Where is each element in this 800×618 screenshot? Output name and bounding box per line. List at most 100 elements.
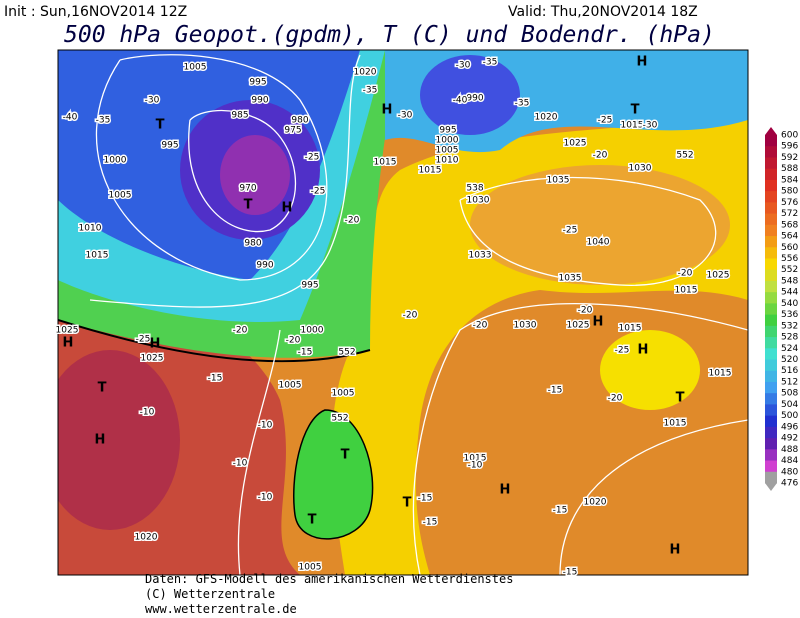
contour-label: 1025	[564, 139, 587, 149]
colorbar-swatch	[765, 404, 777, 417]
colorbar-swatch	[765, 224, 777, 237]
colorbar-label: 580	[781, 187, 798, 197]
contour-label: -15	[298, 348, 313, 358]
colorbar-swatch	[765, 314, 777, 327]
colorbar-swatch	[765, 179, 777, 192]
pressure-center: T	[403, 496, 412, 511]
contour-label: 1020	[584, 498, 607, 508]
contour-label: -15	[548, 386, 563, 396]
contour-label: -15	[423, 518, 438, 528]
contour-label: -35	[363, 86, 378, 96]
contour-label: -30	[145, 96, 160, 106]
colorbar-label: 512	[781, 377, 798, 387]
colorbar-swatch	[765, 269, 777, 282]
pressure-center: T	[631, 103, 640, 118]
contour-label: -15	[208, 374, 223, 384]
colorbar-tip	[765, 127, 777, 135]
footer-line: www.wetterzentrale.de	[145, 602, 297, 616]
pressure-center: H	[637, 55, 648, 70]
contour-label: 1025	[707, 271, 730, 281]
colorbar-label: 532	[781, 321, 798, 331]
contour-label: -25	[615, 346, 630, 356]
colorbar-label: 584	[781, 175, 798, 185]
contour-label: -15	[553, 506, 568, 516]
pressure-center: T	[156, 118, 165, 133]
contour-label: -40	[453, 96, 468, 106]
pressure-center: H	[500, 483, 511, 498]
contour-label: -25	[136, 335, 151, 345]
colorbar-label: 536	[781, 310, 798, 320]
contour-label: -10	[258, 493, 273, 503]
contour-label: 552	[676, 151, 693, 161]
contour-label: -15	[418, 494, 433, 504]
pressure-center: H	[638, 343, 649, 358]
contour-label: 1033	[469, 251, 492, 261]
contour-label: 1015	[619, 324, 642, 334]
contour-label: 985	[231, 111, 248, 121]
contour-label: 1005	[436, 146, 459, 156]
colorbar-label: 540	[781, 299, 798, 309]
contour-label: 1025	[56, 326, 79, 336]
pressure-center: H	[95, 433, 106, 448]
contour-label: 1015	[374, 158, 397, 168]
colorbar-label: 484	[781, 456, 798, 466]
colorbar-swatch	[765, 370, 777, 383]
contour-label: -25	[598, 116, 613, 126]
footer-line: (C) Wetterzentrale	[145, 587, 275, 601]
contour-label: -20	[593, 151, 608, 161]
colorbar-label: 488	[781, 445, 798, 455]
pressure-center: H	[63, 336, 74, 351]
contour-label: -20	[403, 311, 418, 321]
colorbar-swatch	[765, 348, 777, 361]
pressure-center: T	[676, 391, 685, 406]
colorbar-swatch	[765, 393, 777, 405]
contour-label: -10	[258, 421, 273, 431]
colorbar-swatch	[765, 280, 777, 293]
colorbar-swatch	[765, 202, 777, 215]
colorbar-swatch	[765, 247, 777, 259]
contour-label: 1025	[141, 354, 164, 364]
colorbar-label: 572	[781, 209, 798, 219]
colorbar-swatch	[765, 426, 777, 439]
pressure-center: H	[670, 543, 681, 558]
colorbar-tip	[765, 483, 777, 491]
contour-label: -30	[643, 121, 658, 131]
colorbar-swatch	[765, 236, 777, 248]
contour-label: 1010	[79, 224, 102, 234]
colorbar-label: 552	[781, 265, 798, 275]
contour-label: 995	[301, 281, 318, 291]
colorbar-swatch	[765, 337, 777, 349]
colorbar-swatch	[765, 449, 777, 462]
colorbar-label: 496	[781, 422, 798, 432]
contour-label: 1030	[467, 196, 490, 206]
contour-label: -25	[563, 226, 578, 236]
contour-label: 970	[239, 184, 256, 194]
colorbar-swatch	[765, 191, 777, 203]
contour-label: 1015	[419, 166, 442, 176]
colorbar-label: 492	[781, 434, 798, 444]
footer-line: Daten: GFS-Modell des amerikanischen Wet…	[145, 572, 513, 586]
contour-label: 1015	[86, 251, 109, 261]
contour-label: 552	[338, 348, 355, 358]
contour-label: 1025	[567, 321, 590, 331]
colorbar-label: 524	[781, 344, 798, 354]
contour-label: -35	[483, 58, 498, 68]
contour-label: 1015	[664, 419, 687, 429]
colorbar-swatch	[765, 438, 777, 450]
contour-label: -35	[515, 99, 530, 109]
colorbar-label: 520	[781, 355, 798, 365]
pressure-center: H	[282, 201, 293, 216]
contour-label: 995	[249, 78, 266, 88]
map-frame	[57, 49, 749, 576]
contour-label: 1020	[535, 113, 558, 123]
colorbar-swatch	[765, 359, 777, 372]
contour-label: -10	[140, 408, 155, 418]
contour-label: -20	[473, 321, 488, 331]
contour-label: -30	[398, 111, 413, 121]
contour-label: 538	[466, 184, 483, 194]
colorbar-swatch	[765, 325, 777, 338]
contour-label: 990	[466, 94, 483, 104]
colorbar-swatch	[765, 135, 777, 147]
pressure-center: H	[593, 315, 604, 330]
colorbar-label: 548	[781, 276, 798, 286]
